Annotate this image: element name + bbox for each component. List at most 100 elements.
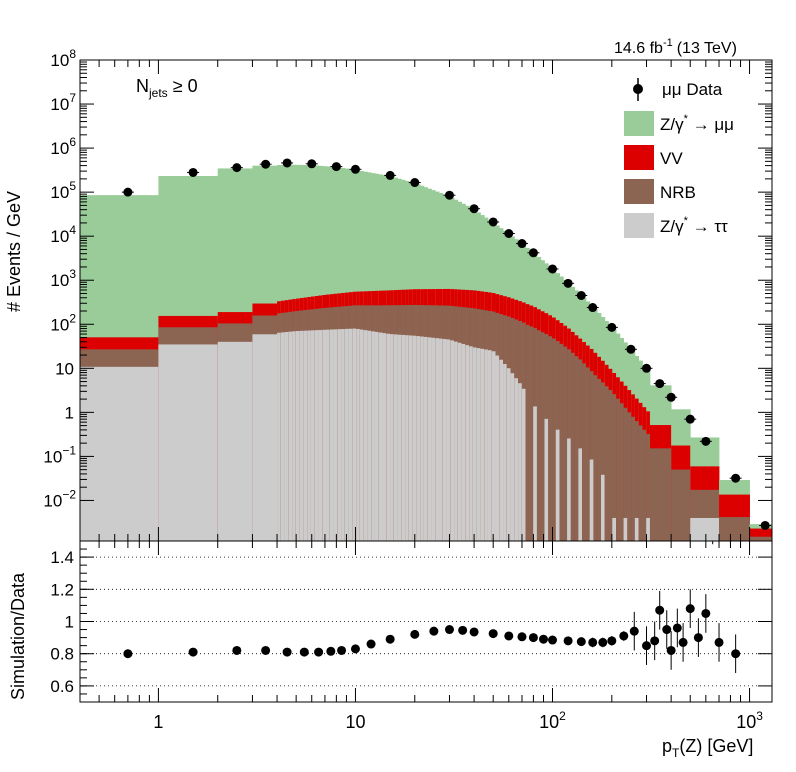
legend-label-data: μμ Data (662, 80, 723, 99)
stack-bin-ztt (491, 351, 496, 541)
main-x-minor-ticks (79, 60, 751, 541)
main-y-axis: 10−2 10−1 1 10 102 103 104 105 106 107 108 (43, 47, 772, 510)
stack-bin-ztt (469, 346, 474, 541)
stack-bin-ztt (506, 368, 511, 541)
ratio-point (458, 625, 468, 635)
ratio-point (563, 636, 573, 646)
data-point (307, 159, 317, 169)
legend-swatch-nrb (624, 179, 654, 204)
stack-bin-ztt (337, 329, 342, 541)
stack-bin-nrb (597, 378, 602, 541)
legend: μμ Data Z/γ* → μμ VV NRB Z/γ* → ττ (624, 78, 734, 238)
stack-bin-ztt (634, 517, 640, 541)
ratio-point (607, 636, 617, 646)
stack-bin-ztt (442, 339, 447, 541)
y-tick-label: 10 (55, 359, 74, 378)
stack-bin-ztt (292, 331, 297, 541)
stack-bin-ztt (401, 334, 406, 541)
stack-bin-ztt (322, 329, 327, 541)
stack-bin-ztt (472, 347, 478, 541)
data-point (731, 473, 741, 483)
ratio-point (548, 635, 557, 645)
ratio-point (629, 626, 639, 636)
stack-bin-ztt (431, 337, 436, 541)
stack-bin-ztt (348, 328, 353, 541)
legend-label-ztt: Z/γ* → ττ (660, 215, 728, 236)
stack-bin-nrb (574, 356, 579, 541)
ratio-gridlines (80, 556, 772, 687)
stack-bin-nrb (559, 343, 564, 541)
stack-bin-ztt (303, 330, 308, 541)
stack-bin-nrb (631, 416, 636, 541)
stack-bin-ztt (310, 330, 316, 541)
ratio-y-tick-label: 1 (65, 613, 74, 632)
stack-bin-ztt (480, 348, 485, 541)
data-point (576, 291, 586, 300)
stack-bin-ztt (439, 338, 444, 541)
stack-bin-ztt (299, 330, 304, 541)
stack-bin-ztt (371, 331, 376, 541)
data-point (626, 344, 636, 354)
stack-bin-ztt (446, 339, 451, 541)
stack-bin-nrb (585, 367, 591, 541)
legend-swatch-vv (624, 145, 654, 170)
legend-item-ztt: Z/γ* → ττ (624, 213, 728, 238)
data-point (188, 167, 198, 177)
data-point (444, 190, 454, 200)
stack-bin-ztt (503, 363, 508, 541)
data-point (331, 162, 341, 172)
stack-bin-ztt (510, 373, 515, 541)
njets-annotation: Njets ≥ 0 (136, 76, 198, 100)
data-point (504, 229, 514, 238)
stack-bin-ztt (427, 337, 432, 541)
x-tick-label: 10 (345, 712, 365, 732)
ratio-point (385, 634, 395, 644)
stack-bin-nrb (608, 389, 613, 541)
stack-bin-ztt (329, 329, 334, 541)
stack-bin-nrb (563, 346, 568, 541)
stack-bin-ztt (457, 342, 463, 541)
stack-bin-nrb (749, 536, 773, 541)
data-point (685, 414, 695, 424)
stack-bin-nrb (600, 382, 606, 541)
stack-bin-ztt (344, 328, 350, 541)
ratio-point (619, 631, 629, 641)
data-point (385, 170, 395, 180)
x-tick-label: 1 (153, 712, 163, 732)
stack-bin-ztt (284, 332, 289, 541)
stack-bin-ztt (412, 335, 417, 541)
stack-bin-ztt (158, 344, 219, 541)
stack-bin-ztt (646, 517, 651, 541)
data-points (121, 158, 772, 530)
stack-bin-ztt (277, 332, 282, 541)
stack-bin-nrb (646, 433, 651, 541)
stack-bin-ztt (499, 359, 504, 541)
ratio-point (504, 631, 514, 641)
stack-bin-nrb (540, 332, 545, 541)
stack-bin-ztt (416, 336, 421, 541)
ratio-point (337, 645, 347, 655)
ratio-point (642, 641, 652, 651)
stack-bin-ztt (393, 334, 398, 541)
legend-item-data: μμ Data (633, 78, 723, 101)
ratio-points (123, 541, 741, 674)
ratio-point (666, 645, 676, 655)
stack-bin-ztt (423, 336, 429, 541)
stack-bin-ztt (408, 335, 414, 541)
stack-bin-ztt (386, 333, 391, 541)
stack-bin-ztt (318, 329, 323, 541)
ratio-point (693, 633, 703, 643)
stack-bin-ztt (690, 517, 720, 541)
legend-label-vv: VV (660, 149, 683, 168)
stack-bin-nrb (582, 363, 587, 541)
stack-bin-ztt (465, 345, 470, 541)
legend-swatch-ztt (624, 213, 654, 238)
stack-bin-ztt (476, 348, 481, 541)
stack-bin-ztt (405, 335, 410, 541)
stack-bin-nrb (589, 371, 594, 541)
main-panel: 10−2 10−1 1 10 102 103 104 105 106 107 108 Njets ≥ … (4, 47, 773, 542)
ratio-y-tick-label: 1.4 (50, 548, 74, 567)
stack-bin-ztt (295, 331, 301, 541)
legend-item-nrb: NRB (624, 179, 696, 204)
ratio-point (598, 637, 608, 647)
